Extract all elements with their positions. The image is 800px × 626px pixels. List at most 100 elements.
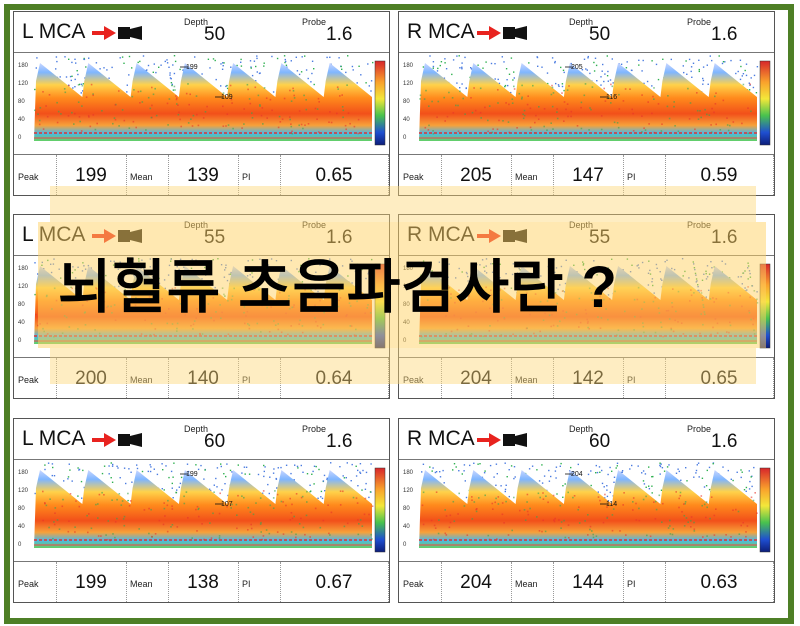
doppler-spectrum: 180 120 80 40 0 204 114 xyxy=(403,462,771,553)
footer-cell: PI xyxy=(238,358,281,398)
velocity-cursor-label: 107 xyxy=(221,501,233,508)
footer-cell: Peak xyxy=(14,358,57,398)
mean-value: 139 xyxy=(187,165,219,186)
depth-label: Depth xyxy=(184,17,209,27)
probe-value: 1.6 xyxy=(326,431,353,452)
footer-cell: 204 xyxy=(441,562,512,602)
velocity-cursor-label: 109 xyxy=(221,94,233,101)
probe-label: Probe xyxy=(302,424,327,434)
velocity-scale-tick: 80 xyxy=(18,99,25,105)
waveform-envelope xyxy=(34,470,372,548)
peak-value: 204 xyxy=(460,572,492,593)
footer-cell: 205 xyxy=(441,155,512,195)
velocity-scale-tick: 40 xyxy=(403,117,410,123)
footer-cell: Peak xyxy=(399,358,442,398)
headline-title: 뇌혈류 초음파검사란 ? xyxy=(58,255,618,320)
velocity-scale-tick: 40 xyxy=(18,117,25,123)
velocity-scale-tick: 0 xyxy=(403,542,407,548)
depth-value: 50 xyxy=(204,24,226,45)
velocity-scale-tick: 180 xyxy=(403,470,414,476)
peak-value: 205 xyxy=(460,165,492,186)
title-overlay xyxy=(38,222,766,348)
panel-footer: Peak Mean PI 205 147 0.59 xyxy=(399,154,774,195)
peak-label: Peak xyxy=(403,579,424,589)
velocity-cursor-label: 116 xyxy=(606,94,617,101)
velocity-scale-tick: 40 xyxy=(403,524,410,530)
peak-label: Peak xyxy=(18,172,39,182)
color-scale-bar xyxy=(759,467,771,553)
velocity-scale-tick: 0 xyxy=(18,338,22,344)
velocity-scale-tick: 120 xyxy=(403,81,414,87)
footer-cell: PI xyxy=(238,562,281,602)
probe-direction-icon xyxy=(92,26,142,40)
probe-direction-icon xyxy=(477,26,527,40)
doppler-panel: R MCA Depth 60 Probe 1.6 180 120 80 40 0 204 114 Pea… xyxy=(398,418,775,603)
velocity-scale-tick: 80 xyxy=(403,99,410,105)
footer-cell: Mean xyxy=(511,562,554,602)
velocity-scale-tick: 80 xyxy=(403,506,410,512)
footer-cell: Mean xyxy=(511,358,554,398)
footer-cell: 0.63 xyxy=(665,562,774,602)
mean-value: 138 xyxy=(187,572,219,593)
panel-header: L MCA Depth 60 Probe 1.6 xyxy=(14,419,389,460)
color-scale-bar xyxy=(374,467,386,553)
vessel-label: L MCA xyxy=(22,427,86,450)
waveform-envelope xyxy=(419,63,757,141)
peak-value: 199 xyxy=(75,165,107,186)
doppler-spectrum: 180 120 80 40 0 199 107 xyxy=(18,462,386,553)
peak-label: Peak xyxy=(18,579,39,589)
velocity-scale-tick: 40 xyxy=(18,320,25,326)
velocity-cursor-label: 204 xyxy=(571,471,583,478)
mean-label: Mean xyxy=(130,172,153,182)
velocity-scale-tick: 0 xyxy=(18,135,22,141)
pi-value: 0.64 xyxy=(315,368,353,389)
vessel-label: R MCA xyxy=(407,427,475,450)
pi-value: 0.65 xyxy=(700,368,738,389)
footer-cell: 142 xyxy=(553,358,624,398)
footer-cell: Mean xyxy=(126,155,169,195)
footer-cell: 147 xyxy=(553,155,624,195)
footer-cell: PI xyxy=(623,358,666,398)
panel-footer: Peak Mean PI 204 142 0.65 xyxy=(399,357,774,398)
mean-label: Mean xyxy=(515,375,538,385)
footer-cell: Peak xyxy=(14,155,57,195)
doppler-panel: R MCA Depth 50 Probe 1.6 180 120 80 40 0 205 116 Pea… xyxy=(398,11,775,196)
doppler-panel: L MCA Depth 60 Probe 1.6 180 120 80 40 0 199 107 Pea… xyxy=(13,418,390,603)
probe-label: Probe xyxy=(687,424,712,434)
mean-value: 144 xyxy=(572,572,604,593)
footer-cell: PI xyxy=(623,155,666,195)
footer-cell: 0.64 xyxy=(280,358,389,398)
peak-label: Peak xyxy=(18,375,39,385)
peak-label: Peak xyxy=(403,172,424,182)
footer-cell: 204 xyxy=(441,358,512,398)
mean-value: 142 xyxy=(572,368,604,389)
doppler-panel: L MCA Depth 50 Probe 1.6 180 120 80 40 0 199 109 Pea… xyxy=(13,11,390,196)
peak-value: 204 xyxy=(460,368,492,389)
pi-value: 0.59 xyxy=(700,165,738,186)
footer-cell: Mean xyxy=(511,155,554,195)
vessel-label: R MCA xyxy=(407,20,475,43)
doppler-spectrum: 180 120 80 40 0 199 109 xyxy=(18,55,386,146)
pi-label: PI xyxy=(627,375,636,385)
velocity-scale-tick: 0 xyxy=(18,542,22,548)
footer-cell: 0.65 xyxy=(280,155,389,195)
footer-cell: 139 xyxy=(168,155,239,195)
peak-label: Peak xyxy=(403,375,424,385)
mean-label: Mean xyxy=(130,375,153,385)
footer-cell: 144 xyxy=(553,562,624,602)
velocity-cursor-label: 199 xyxy=(186,471,198,478)
footer-cell: PI xyxy=(238,155,281,195)
waveform-envelope xyxy=(34,63,372,141)
highlight-band-bottom xyxy=(50,348,756,384)
panel-footer: Peak Mean PI 200 140 0.64 xyxy=(14,357,389,398)
panel-footer: Peak Mean PI 199 139 0.65 xyxy=(14,154,389,195)
panel-header: L MCA Depth 50 Probe 1.6 xyxy=(14,12,389,53)
velocity-scale-tick: 80 xyxy=(18,506,25,512)
footer-cell: 199 xyxy=(56,155,127,195)
pi-value: 0.65 xyxy=(315,165,353,186)
velocity-cursor-label: 199 xyxy=(186,64,198,71)
pi-value: 0.67 xyxy=(315,572,353,593)
velocity-scale-tick: 180 xyxy=(18,470,29,476)
footer-cell: Peak xyxy=(399,562,442,602)
pi-label: PI xyxy=(627,579,636,589)
